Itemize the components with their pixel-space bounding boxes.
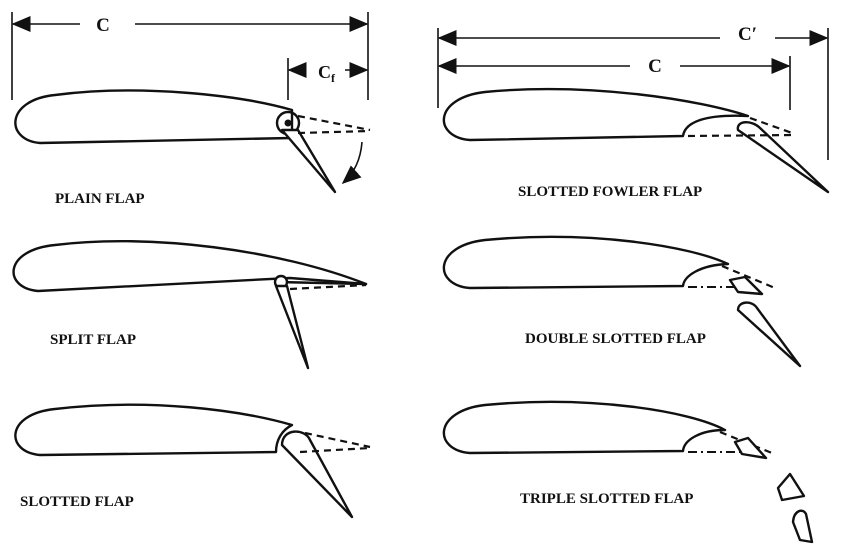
fowler-flap-figure: C′ C SLOTTED FOWLER FLAP <box>437 24 830 200</box>
fowler-flap-caption: SLOTTED FOWLER FLAP <box>518 184 702 200</box>
slotted-flap-caption: SLOTTED FLAP <box>20 494 134 510</box>
chord-dimension: C <box>11 12 369 100</box>
split-trailing-lower <box>276 280 368 286</box>
slotted-deflected-flap <box>280 430 354 519</box>
fowler-chord-dimension: C <box>437 56 791 110</box>
fowler-neutral-upper <box>749 116 796 136</box>
hinge-pin <box>284 119 292 127</box>
split-flap-caption: SPLIT FLAP <box>50 332 136 348</box>
fowler-airfoil-body <box>442 87 750 142</box>
split-airfoil-body <box>12 239 368 293</box>
triple-vane-one <box>733 436 768 460</box>
split-deflected-flap <box>274 284 310 370</box>
fowler-deflected-flap <box>736 121 830 194</box>
plain-airfoil-body <box>14 89 294 145</box>
neutral-flap-upper <box>297 114 371 132</box>
double-vane <box>728 275 764 296</box>
deflection-arrow <box>341 141 363 185</box>
plain-flap-caption: PLAIN FLAP <box>55 191 145 207</box>
triple-airfoil-body <box>442 400 727 455</box>
double-main-flap <box>736 301 802 368</box>
slotted-airfoil-body <box>14 403 294 457</box>
slotted-neutral-upper <box>304 431 371 449</box>
extended-chord-label: C′ <box>738 24 757 45</box>
triple-main-flap <box>791 509 814 544</box>
double-airfoil-body <box>442 235 730 290</box>
fowler-neutral-lower <box>687 133 796 138</box>
fowler-chord-label: C <box>648 56 662 77</box>
triple-flap-caption: TRIPLE SLOTTED FLAP <box>520 491 693 507</box>
split-neutral-lower <box>289 283 367 291</box>
double-flap-caption: DOUBLE SLOTTED FLAP <box>525 331 706 347</box>
neutral-flap-lower <box>297 129 371 135</box>
chord-label: C <box>96 15 110 36</box>
flap-chord-label: Cf <box>318 62 336 85</box>
split-flap-figure: SPLIT FLAP <box>12 239 368 370</box>
plain-deflected-flap <box>280 128 337 194</box>
plain-flap-figure: C Cf PLAIN FLAP <box>11 12 371 207</box>
slotted-flap-figure: SLOTTED FLAP <box>14 403 371 519</box>
double-slotted-flap-figure: DOUBLE SLOTTED FLAP <box>442 235 802 368</box>
triple-vane-two <box>776 472 806 502</box>
triple-slotted-flap-figure: TRIPLE SLOTTED FLAP <box>442 400 814 544</box>
double-neutral-upper <box>721 264 776 290</box>
flap-chord-dimension: Cf <box>287 58 369 100</box>
